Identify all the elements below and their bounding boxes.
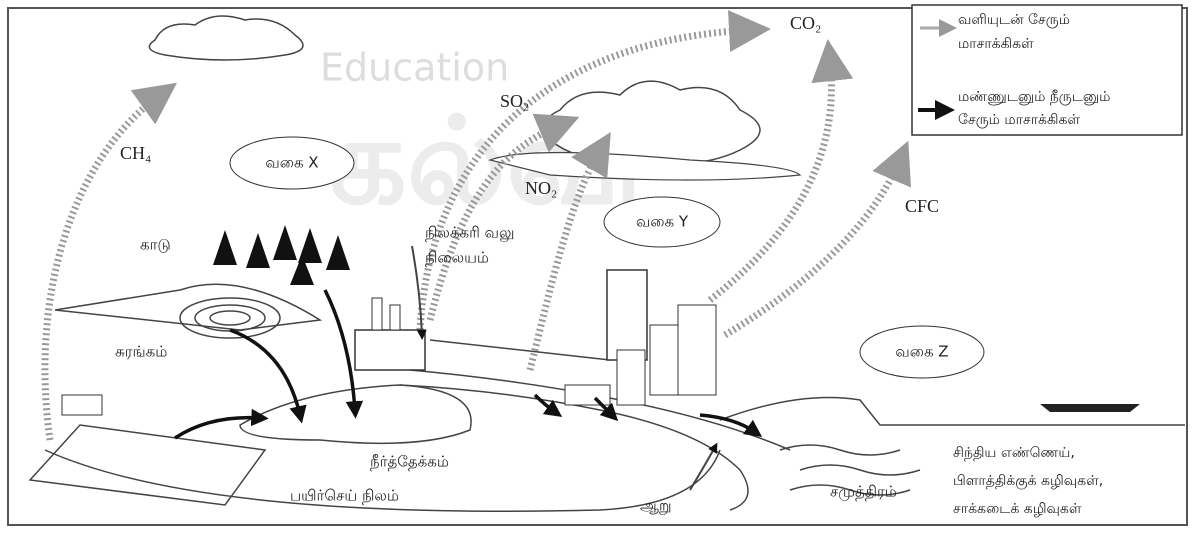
legend-text: மாசாக்கிகள் — [958, 36, 1034, 52]
legend-text: மண்ணுடனும் நீருடனும் — [958, 89, 1110, 105]
building — [607, 270, 647, 360]
gas-label: CH₄ — [120, 143, 151, 163]
factory — [565, 385, 610, 405]
diagram: Education கல்வி வகை X வகை Y வகை Z CO₂ SO… — [0, 0, 1195, 533]
building — [678, 305, 716, 395]
chimney — [390, 305, 400, 330]
bubble-label: வகை Y — [636, 213, 689, 231]
label: சமுத்திரம் — [830, 483, 897, 501]
label: ஆறு — [640, 497, 672, 515]
chimney — [372, 298, 382, 330]
label: சாக்கடைக் கழிவுகள் — [953, 501, 1082, 517]
power-station — [355, 330, 425, 370]
label: காடு — [140, 236, 171, 254]
building — [617, 350, 645, 405]
gas-label: SO₂ — [500, 91, 529, 111]
building — [650, 325, 678, 395]
watermark: Education — [320, 46, 509, 90]
legend-text: சேரும் மாசாக்கிகள் — [958, 112, 1080, 128]
label: நிலையம் — [425, 249, 489, 267]
label: நிலக்கரி வலு — [425, 224, 514, 243]
gas-label: CFC — [905, 196, 939, 216]
label: சிந்திய எண்ணெய், — [953, 445, 1075, 461]
label: பிளாத்திக்குக் கழிவுகள், — [953, 473, 1103, 490]
gas-label: CO₂ — [790, 13, 821, 33]
bubble-label: வகை Z — [895, 343, 948, 361]
legend-text: வளியுடன் சேரும் — [958, 12, 1070, 28]
label: நீர்த்தேக்கம் — [370, 453, 449, 471]
label: பயிர்செய் நிலம் — [290, 487, 399, 505]
farmhouse — [62, 395, 102, 415]
bubble-label: வகை X — [265, 154, 318, 172]
label: சுரங்கம் — [115, 343, 167, 361]
gas-label: NO₂ — [525, 178, 557, 198]
ship — [1040, 404, 1140, 412]
